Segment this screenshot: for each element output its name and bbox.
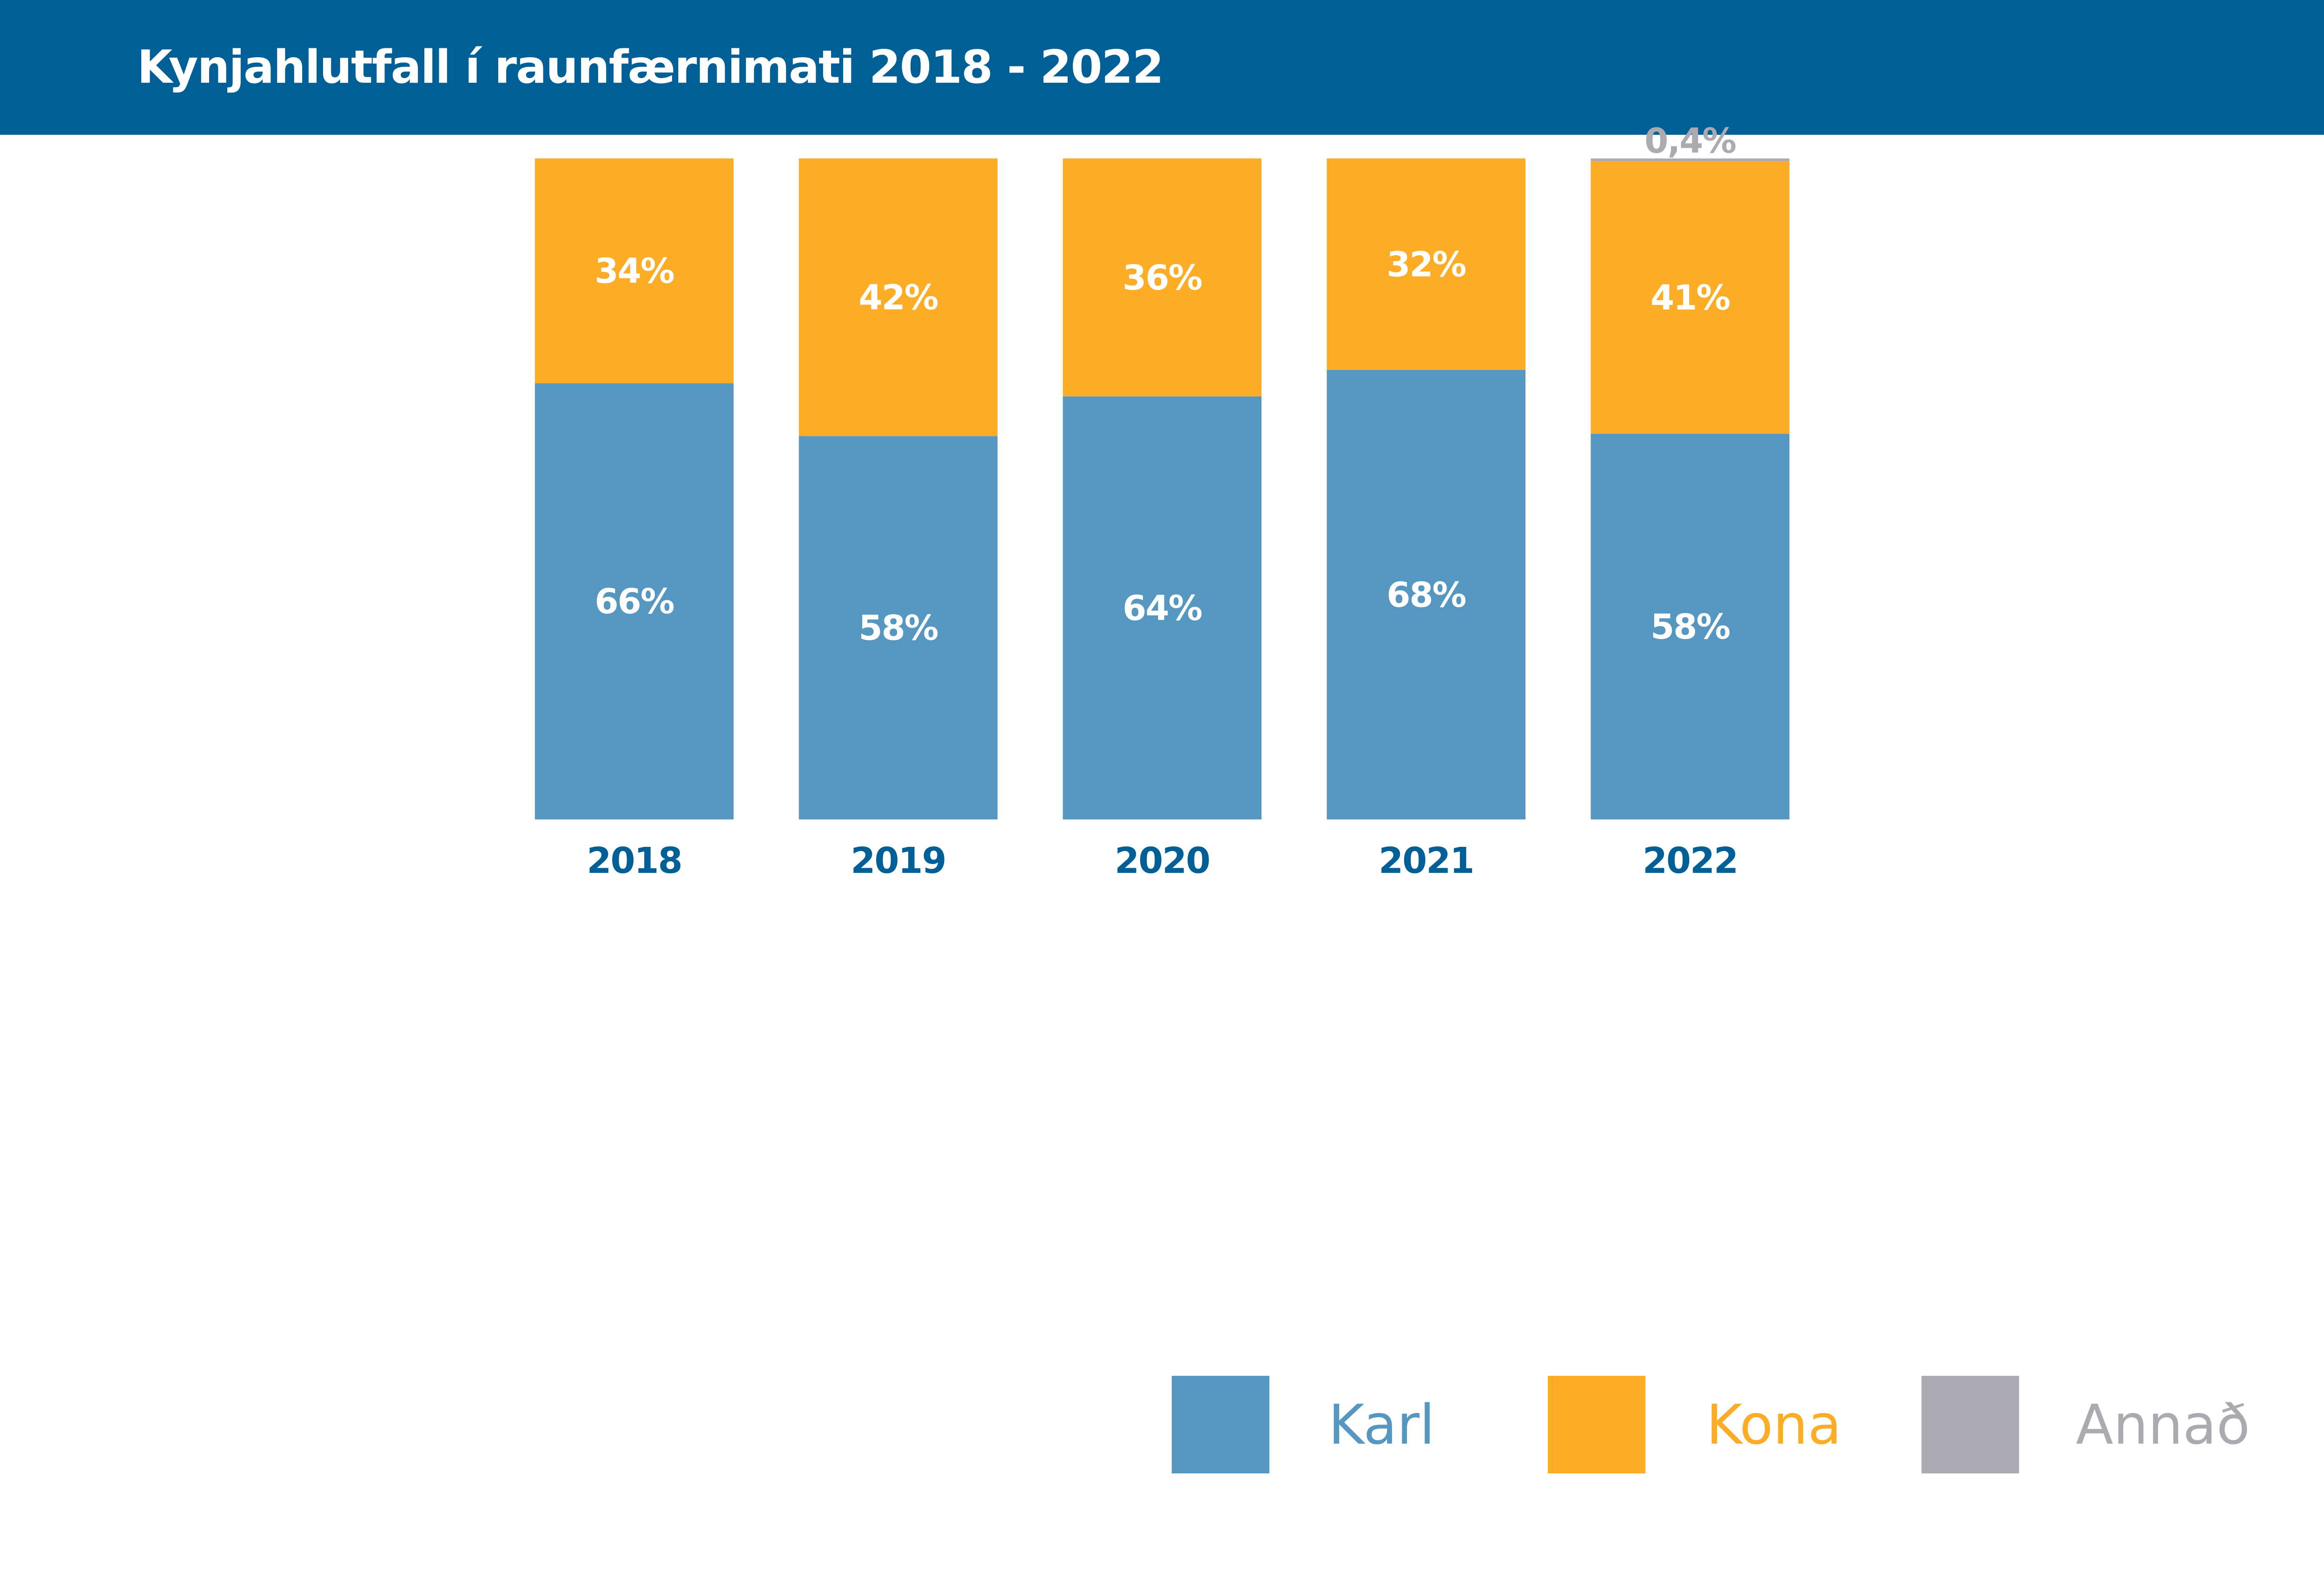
bar-kona-2019 — [799, 158, 998, 436]
data-label-kona-2020: 36% — [1122, 258, 1202, 298]
bar-karl-2021 — [1327, 370, 1525, 820]
data-label-kona-2021: 32% — [1386, 245, 1466, 284]
bar-karl-2018 — [535, 383, 734, 820]
title-bar: Kynjahlutfall í raunfærnimati 2018 - 202… — [0, 0, 2324, 135]
chart-title: Kynjahlutfall í raunfærnimati 2018 - 202… — [137, 41, 1164, 94]
bar-kona-2020 — [1063, 158, 1262, 396]
bar-annad-2022 — [1591, 158, 1789, 161]
bar-kona-2022 — [1591, 161, 1789, 434]
data-label-karl-2020: 64% — [1122, 589, 1202, 628]
legend-label-kona: Kona — [1706, 1393, 1842, 1457]
data-label-kona-2019: 42% — [858, 278, 938, 317]
x-tick-label-2022: 2022 — [1643, 840, 1737, 882]
bar-karl-2022 — [1591, 434, 1789, 820]
data-label-karl-2019: 58% — [858, 609, 938, 648]
data-label-kona-2022: 41% — [1651, 278, 1730, 318]
data-label-karl-2022: 58% — [1651, 607, 1730, 647]
legend-swatch-karl — [1172, 1376, 1269, 1473]
data-label-karl-2018: 66% — [595, 582, 674, 622]
data-label-kona-2018: 34% — [595, 252, 674, 291]
legend-swatch-kona — [1548, 1376, 1645, 1473]
legend-label-karl: Karl — [1328, 1393, 1435, 1457]
x-tick-label-2019: 2019 — [851, 840, 945, 882]
bar-karl-2020 — [1063, 396, 1262, 820]
x-tick-label-2020: 2020 — [1115, 840, 1209, 882]
legend-label-annad: Annað — [2076, 1393, 2250, 1457]
bar-kona-2021 — [1327, 158, 1525, 370]
bar-kona-2018 — [535, 158, 734, 383]
x-tick-label-2021: 2021 — [1379, 840, 1473, 882]
x-tick-label-2018: 2018 — [587, 840, 681, 882]
data-label-karl-2021: 68% — [1386, 575, 1466, 615]
data-label-annad-2022: 0,4% — [1644, 122, 1736, 161]
legend-swatch-annad — [1921, 1376, 2019, 1473]
bar-karl-2019 — [799, 436, 998, 820]
